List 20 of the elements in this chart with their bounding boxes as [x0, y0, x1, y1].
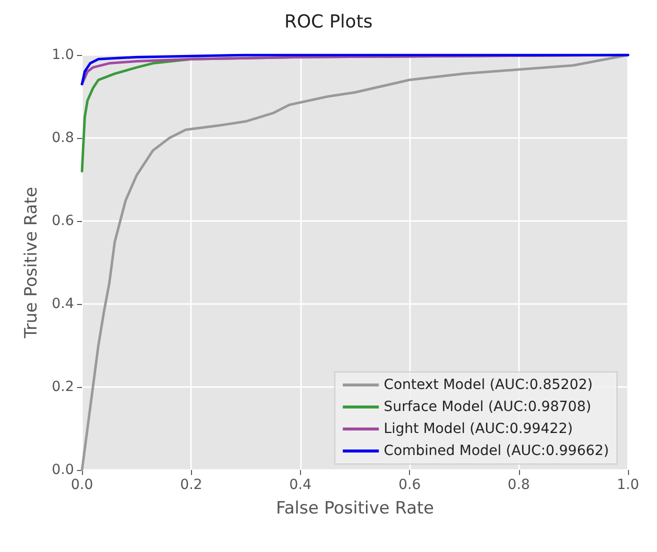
legend-label: Light Model (AUC:0.99422) [384, 421, 573, 437]
y-tick-label: 0.6 [52, 213, 74, 229]
chart-title: ROC Plots [284, 12, 373, 32]
line-series [80, 54, 630, 472]
y-tick-label: 0.2 [52, 379, 74, 395]
legend-label: Surface Model (AUC:0.98708) [384, 399, 592, 415]
x-tick-label: 0.0 [70, 477, 94, 493]
legend-label: Combined Model (AUC:0.99662) [384, 443, 610, 459]
y-tick-label: 1.0 [52, 47, 74, 63]
x-tick-label: 0.2 [180, 477, 202, 493]
x-tick-label: 0.8 [508, 477, 530, 493]
y-tick-label: 0.8 [52, 130, 74, 146]
x-tick-label: 1.0 [616, 477, 640, 493]
x-tick-label: 0.4 [289, 477, 312, 493]
y-axis-title: True Positive Rate [22, 186, 42, 340]
legend-label: Context Model (AUC:0.85202) [384, 377, 593, 393]
x-tick-label: 0.6 [398, 477, 421, 493]
x-axis-title: False Positive Rate [276, 498, 434, 518]
y-tick-label: 0.4 [52, 296, 74, 312]
y-tick-label: 0.0 [52, 462, 74, 478]
